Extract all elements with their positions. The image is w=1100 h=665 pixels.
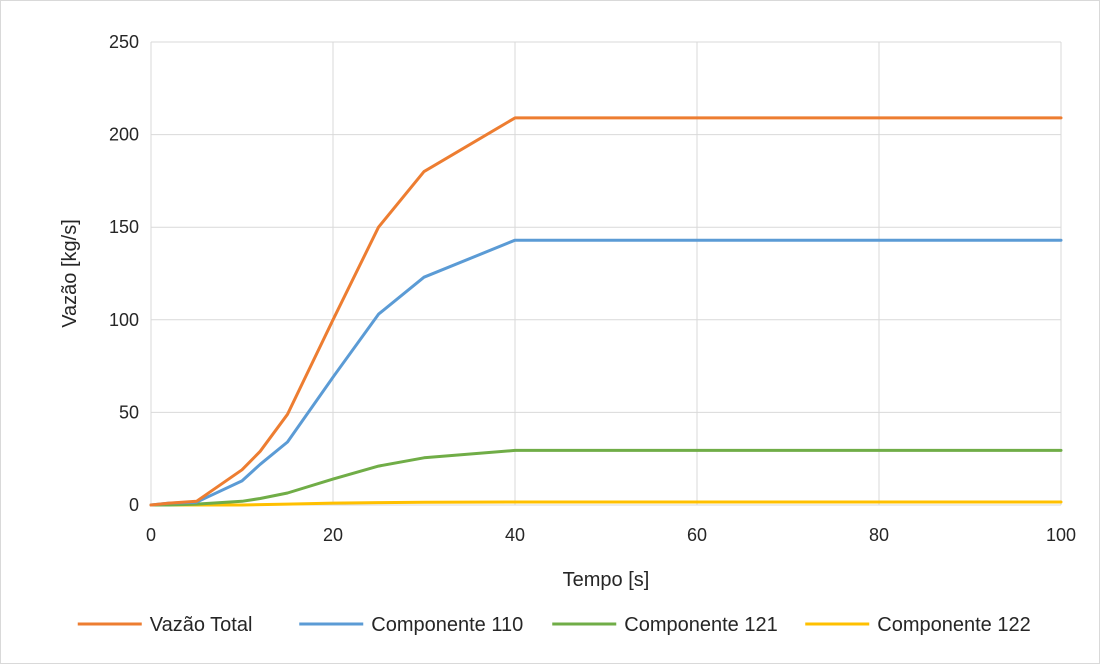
x-tick-labels: 0 20 40 60 80 100 [146, 525, 1076, 545]
x-axis-title: Tempo [s] [563, 569, 650, 591]
y-tick-labels: 0 50 100 150 200 250 [109, 32, 139, 515]
legend-label-vaz-o-total: Vazão Total [150, 614, 253, 636]
legend-label-componente-122: Componente 122 [877, 614, 1030, 636]
legend-label-componente-121: Componente 121 [624, 614, 777, 636]
series-line-vaz-o-total [149, 116, 1063, 507]
series-lines [149, 116, 1063, 507]
x-tick-label: 80 [869, 525, 889, 545]
series-line-componente-110 [149, 238, 1063, 507]
y-tick-label: 150 [109, 217, 139, 237]
y-tick-label: 200 [109, 125, 139, 145]
x-tick-label: 0 [146, 525, 156, 545]
y-tick-label: 100 [109, 310, 139, 330]
x-tick-label: 100 [1046, 525, 1076, 545]
legend: Vazão Total Componente 110 Componente 121 C… [77, 614, 1031, 636]
x-tick-label: 40 [505, 525, 525, 545]
x-tick-label: 20 [323, 525, 343, 545]
y-tick-label: 250 [109, 32, 139, 52]
gridlines [150, 41, 1062, 506]
y-axis-title: Vazão [kg/s] [59, 219, 81, 328]
y-tick-label: 0 [129, 495, 139, 515]
series-line-componente-122 [149, 500, 1063, 507]
x-tick-label: 60 [687, 525, 707, 545]
series-line-componente-121 [149, 448, 1063, 507]
legend-label-componente-110: Componente 110 [371, 614, 523, 636]
y-tick-label: 50 [119, 402, 139, 422]
